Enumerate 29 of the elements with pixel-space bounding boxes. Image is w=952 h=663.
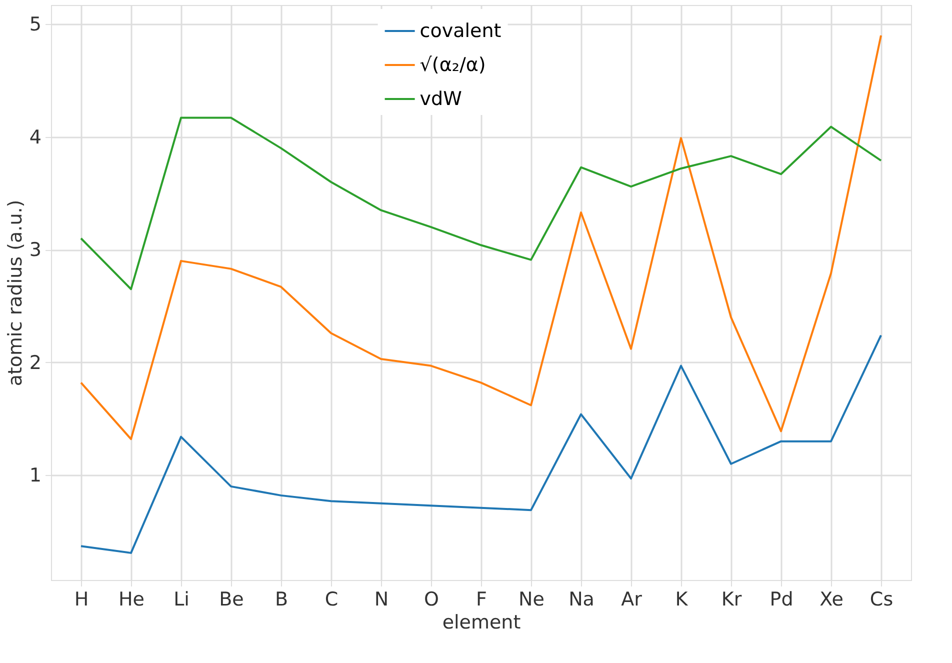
x-tick-label: He — [118, 588, 144, 610]
x-tick-label: Be — [219, 588, 244, 610]
x-tick-label: N — [374, 588, 389, 610]
y-tick-label: 2 — [29, 352, 42, 374]
legend-label: covalent — [420, 20, 502, 42]
x-tick-label: F — [476, 588, 487, 610]
x-tick-label: B — [274, 588, 288, 610]
x-tick-label: Ne — [518, 588, 544, 610]
y-tick-label: 3 — [29, 239, 42, 262]
x-axis-title: element — [442, 612, 521, 634]
x-tick-label: K — [675, 588, 688, 610]
x-tick-label: Xe — [820, 588, 844, 610]
y-tick-label: 4 — [29, 126, 42, 148]
legend-label: √(α₂/α) — [420, 54, 486, 76]
line-series — [80, 334, 882, 554]
x-tick-label: Li — [174, 588, 190, 610]
x-tick-label: Kr — [721, 588, 742, 610]
x-tick-label: Cs — [870, 588, 894, 610]
y-axis-title: atomic radius (a.u.) — [4, 200, 26, 386]
legend-label: vdW — [420, 88, 462, 110]
x-tick-label: Pd — [770, 588, 794, 610]
line-series — [80, 116, 882, 290]
x-tick-label: Ar — [621, 588, 642, 610]
x-tick-label: Na — [568, 588, 594, 610]
y-tick-label: 1 — [29, 464, 42, 487]
y-tick-label: 5 — [29, 14, 42, 36]
x-tick-label: H — [74, 588, 89, 610]
x-tick-label: C — [324, 588, 338, 610]
x-tick-label: O — [424, 588, 439, 610]
